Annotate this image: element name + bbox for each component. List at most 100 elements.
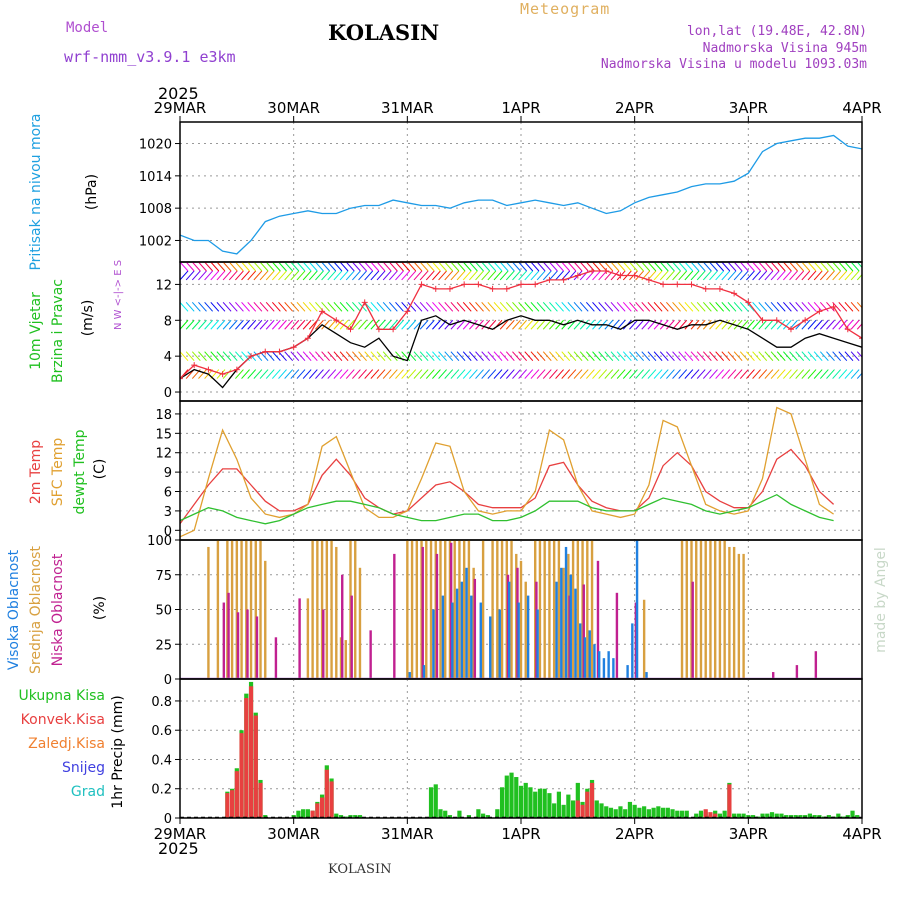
cloud-bar [235,540,239,679]
wind-barb [370,302,380,312]
wind-barb [826,369,835,379]
wind-barb [579,302,589,312]
cloud-bar [680,540,684,679]
wind-barb [296,369,306,379]
cloud-bar [607,651,610,679]
precip-bar [722,810,727,818]
cloud-bar [588,630,591,679]
wind-barb [302,270,312,281]
precip-bar [542,788,547,818]
precip-bar [684,810,689,818]
wind-barb [413,351,423,362]
wind-barb [191,302,201,312]
pressure-series-line [180,134,862,255]
wind-barb [592,302,601,312]
wind-barb [265,262,275,272]
wind-barb [795,270,805,281]
wind-barb [432,302,441,312]
wind-barb [702,369,712,379]
wind-barb [358,262,367,272]
wind-barb [401,270,411,281]
wind-barb [721,262,731,272]
wind-barb [721,270,731,281]
wind-barb [345,351,355,362]
wind-barb [850,262,860,272]
wind-barb [598,351,608,362]
wind-barb [327,262,337,272]
wind-barb [352,270,361,281]
precip-bar [585,791,590,818]
temp-ylabel-sfc: SFC Temp [50,438,66,507]
cloud-bar [311,540,314,679]
wind-barb [592,262,601,272]
wind-barb [352,369,361,379]
wind-barb [573,351,583,362]
precip-bar [518,785,524,818]
cloud-bar [709,540,712,679]
wind-barb [180,351,189,362]
wind-gust-marker [532,281,539,288]
wind-barb [616,262,626,272]
wind-barb [518,351,528,362]
wind-barb [542,302,552,312]
wind-barb [819,270,829,281]
wind-barb [653,369,663,379]
temperature-series-line [180,406,834,538]
wind-barb [813,369,823,379]
wind-barb [579,262,589,272]
wind-gust-marker [631,272,638,279]
wind-barb [604,369,614,379]
wind-barb [819,262,829,272]
wind-barb [610,351,620,362]
wind-barb [666,302,675,312]
cloud-bar [259,540,262,679]
wind-barb [832,369,842,379]
wind-barb [210,351,220,362]
wind-barb [388,302,398,312]
wind-barb [567,369,577,379]
cloud-bar [467,540,471,679]
wind-gust-marker [787,326,794,333]
time-label-bottom: 31MAR [381,825,434,843]
wind-barb [549,302,558,312]
wind-barb [185,270,195,281]
wind-barb [290,262,300,272]
wind-barb [807,319,817,330]
wind-barb [832,351,842,362]
wind-barb [844,270,854,281]
wind-barb [801,270,811,281]
wind-barb [505,351,515,362]
wind-barb [536,319,546,330]
precip-bar [732,813,737,818]
cloud-bar [536,609,539,679]
wind-barb [678,270,688,281]
cloud-bar [642,599,646,679]
wind-barb [352,262,361,272]
wind-gust-marker [248,353,255,360]
wind-barb [813,270,823,281]
wind-barb [401,262,411,272]
wind-barb [210,262,220,272]
wind-barb [690,302,700,312]
wind-barb [807,302,817,312]
wind-barb [438,302,447,312]
wind-barb [204,351,214,362]
wind-barb [635,270,644,281]
precip-bar [618,806,623,818]
wind-barb [518,270,528,281]
wind-barb [210,302,220,312]
wind-barb [481,302,491,312]
wind-barb [542,270,552,281]
wind-barb [672,270,681,281]
wind-barb [807,270,817,281]
wind-barb [469,270,478,281]
wind-barb [228,302,238,312]
wind-barb [271,369,281,379]
wind-barb [327,270,337,281]
wind-barb [715,302,725,312]
wind-barb [709,270,718,281]
wind-barb [450,262,460,272]
wind-barb [499,270,509,281]
wind-barb [419,319,429,330]
wind-barb [641,262,651,272]
